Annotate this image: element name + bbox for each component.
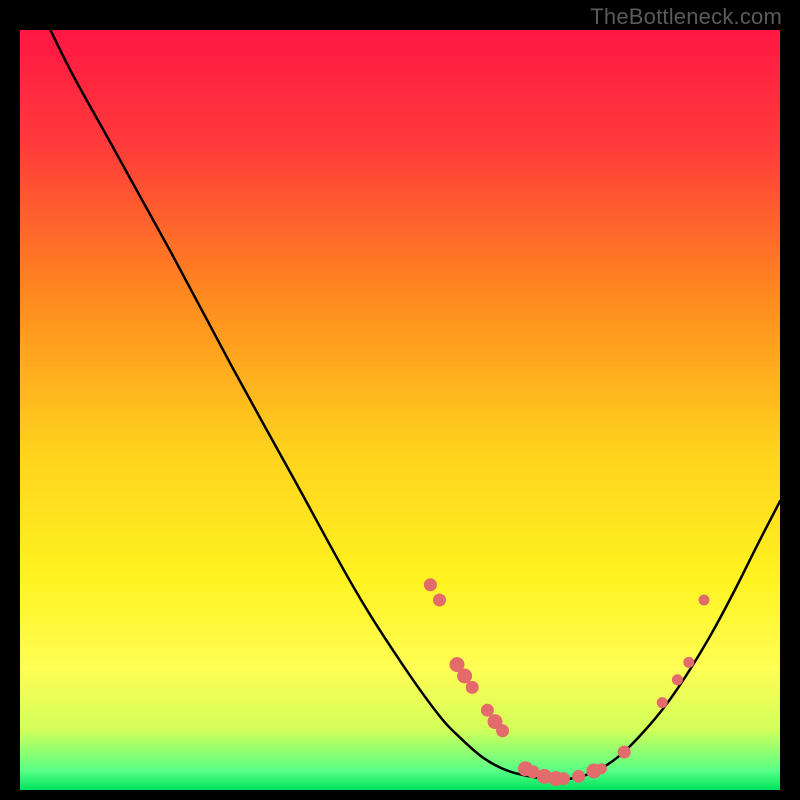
data-marker	[434, 594, 446, 606]
data-marker	[497, 725, 509, 737]
data-marker	[466, 681, 478, 693]
data-marker	[458, 669, 472, 683]
data-marker	[618, 746, 630, 758]
data-marker	[684, 657, 694, 667]
curve-layer	[20, 30, 780, 790]
data-marker	[672, 675, 682, 685]
data-marker	[573, 770, 585, 782]
data-marker	[657, 698, 667, 708]
data-marker	[481, 704, 493, 716]
data-marker	[596, 764, 606, 774]
data-marker	[424, 579, 436, 591]
plot-area	[20, 30, 780, 790]
bottleneck-curve	[50, 30, 780, 779]
chart-container: TheBottleneck.com	[0, 0, 800, 800]
attribution-label: TheBottleneck.com	[590, 4, 782, 30]
data-marker	[557, 773, 569, 785]
data-marker	[699, 595, 709, 605]
